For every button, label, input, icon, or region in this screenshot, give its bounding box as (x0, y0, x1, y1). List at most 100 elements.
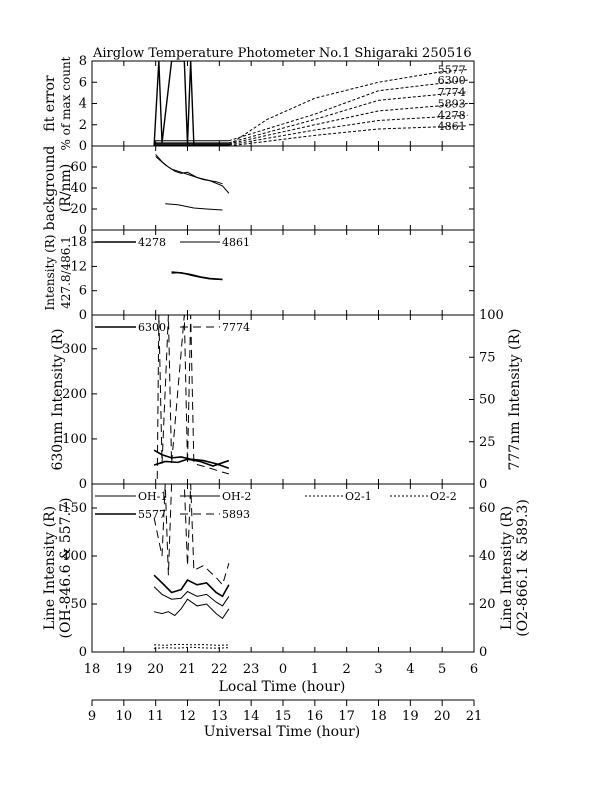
universal-time-tick-label: 21 (466, 709, 483, 724)
series-label-4861: 4861 (438, 120, 466, 133)
series-line-5577 (154, 61, 229, 146)
y-axis-title-right: Line Intensity (R) (499, 506, 515, 630)
local-time-tick-label: 1 (311, 662, 319, 677)
series-group (154, 61, 468, 146)
y-tick-label: 6 (79, 75, 87, 90)
local-time-tick-label: 21 (179, 662, 196, 677)
y-tick-label: 2 (79, 118, 87, 133)
y-tick-label-right: 40 (479, 549, 496, 564)
y-tick-label-right: 0 (479, 645, 487, 660)
universal-time-tick-label: 11 (147, 709, 164, 724)
legend: 4278 4861 (95, 236, 250, 249)
local-time-tick-label: 23 (243, 662, 260, 677)
universal-time-tick-label: 9 (88, 709, 96, 724)
y-tick-label-right: 100 (479, 308, 504, 323)
local-time-tick-label: 20 (147, 662, 164, 677)
legend-label-O2-1: O2-1 (345, 490, 372, 503)
universal-time-tick-label: 13 (211, 709, 228, 724)
universal-time-tick-label: 17 (338, 709, 355, 724)
series-group (172, 272, 223, 280)
universal-time-tick-label: 18 (370, 709, 387, 724)
legend-label-6300: 6300 (138, 321, 166, 334)
series-line (156, 154, 229, 193)
y-axis-title: Intensity (R) (43, 235, 57, 311)
local-time-tick-label: 22 (211, 662, 228, 677)
series-group (154, 315, 229, 479)
local-time-tick-label: 4 (406, 662, 414, 677)
series-line (165, 204, 222, 210)
universal-time-tick-label: 16 (307, 709, 324, 724)
series-line-OH-2 (154, 599, 229, 618)
universal-time-tick-label: 12 (179, 709, 196, 724)
universal-time-tick-label: 20 (434, 709, 451, 724)
local-time-tick-label: 18 (84, 662, 101, 677)
y-axis-title: background (42, 146, 58, 231)
y-axis-title: (R/nm) (58, 164, 74, 212)
series-trend-5577 (229, 70, 468, 145)
plot-frame (92, 315, 474, 484)
local-time-tick-label: 5 (438, 662, 446, 677)
universal-time-tick-label: 15 (275, 709, 292, 724)
y-tick-label-right: 60 (479, 501, 496, 516)
panel-background: 0 20 40 60 background (R/nm) (42, 146, 474, 238)
local-time-tick-label: 19 (116, 662, 133, 677)
y-tick-label-right: 25 (479, 435, 496, 450)
y-axis-title: 427.8/486.1 (59, 236, 73, 309)
panels: 0 2 4 6 8 fit error% of max count 5577 6300 7774… (42, 54, 531, 660)
y-tick-label-right: 75 (479, 350, 496, 365)
y-axis-title: % of max count (59, 56, 73, 150)
panel-intensity-4278-4861: 0 6 12 18 Intensity (R) 427.8/486.1 4278 4861 (43, 230, 474, 323)
local-time-tick-label: 6 (470, 662, 478, 677)
chart-title: Airglow Temperature Photometer No.1 Shig… (92, 46, 472, 61)
y-tick-label: 0 (79, 139, 87, 154)
y-tick-label: 0 (79, 477, 87, 492)
local-time-tick-label: 0 (279, 662, 287, 677)
series-line (156, 157, 223, 184)
legend-label-4861: 4861 (222, 236, 250, 249)
series-line-OH-1 (154, 587, 229, 606)
legend-label-4278: 4278 (138, 236, 166, 249)
y-tick-label: 8 (79, 54, 87, 69)
y-tick-label-right: 50 (479, 393, 496, 408)
y-tick-label-right: 20 (479, 597, 496, 612)
local-time-tick-label: 2 (343, 662, 351, 677)
legend-label-O2-2: O2-2 (430, 490, 457, 503)
legend: 6300 7774 (95, 321, 250, 334)
series-line-4278 (172, 272, 223, 279)
universal-time-tick-label: 10 (116, 709, 133, 724)
y-axis-title: fit error (42, 75, 58, 132)
plot-frame (92, 61, 474, 146)
y-tick-label: 4 (79, 97, 87, 112)
legend-label-7774: 7774 (222, 321, 250, 334)
series-line-O2-1 (154, 644, 229, 645)
y-tick-label: 6 (79, 284, 87, 299)
universal-time-axis: 9 10 11 12 13 14 15 16 17 18 19 20 21 (88, 700, 482, 724)
universal-time-tick-label: 14 (243, 709, 260, 724)
y-axis-title: Line Intensity (R) (42, 506, 58, 630)
series-line-O2-2 (154, 647, 229, 648)
panel-fit-error: 0 2 4 6 8 fit error% of max count 557763007774… (42, 54, 474, 154)
series-group (156, 154, 229, 210)
series-line-6300 (154, 459, 229, 466)
plot-frame (92, 146, 474, 230)
legend-label-5893: 5893 (222, 508, 250, 521)
legend-label-5577: 5577 (138, 508, 166, 521)
y-tick-label: 0 (79, 645, 87, 660)
y-tick-label-right: 0 (479, 477, 487, 492)
series-trend-5893 (229, 104, 468, 144)
legend-label-OH-1: OH-1 (138, 490, 167, 503)
local-time-tick-label: 3 (374, 662, 382, 677)
y-axis-title: 630nm Intensity (R) (50, 328, 66, 470)
universal-time-tick-label: 19 (402, 709, 419, 724)
y-tick-label: 0 (79, 308, 87, 323)
universal-time-axis-title: Universal Time (hour) (204, 724, 361, 740)
legend-label-OH-2: OH-2 (222, 490, 251, 503)
series-line-7774 (157, 315, 229, 479)
y-axis-title-right: 777nm Intensity (R) (507, 328, 523, 470)
local-time-axis: 18 19 20 21 22 23 0 1 2 3 4 5 6 (84, 662, 478, 677)
local-time-axis-title: Local Time (hour) (219, 679, 346, 695)
legend: OH-1 OH-2 O2-1 O2-2 5577 5893 (95, 490, 457, 521)
